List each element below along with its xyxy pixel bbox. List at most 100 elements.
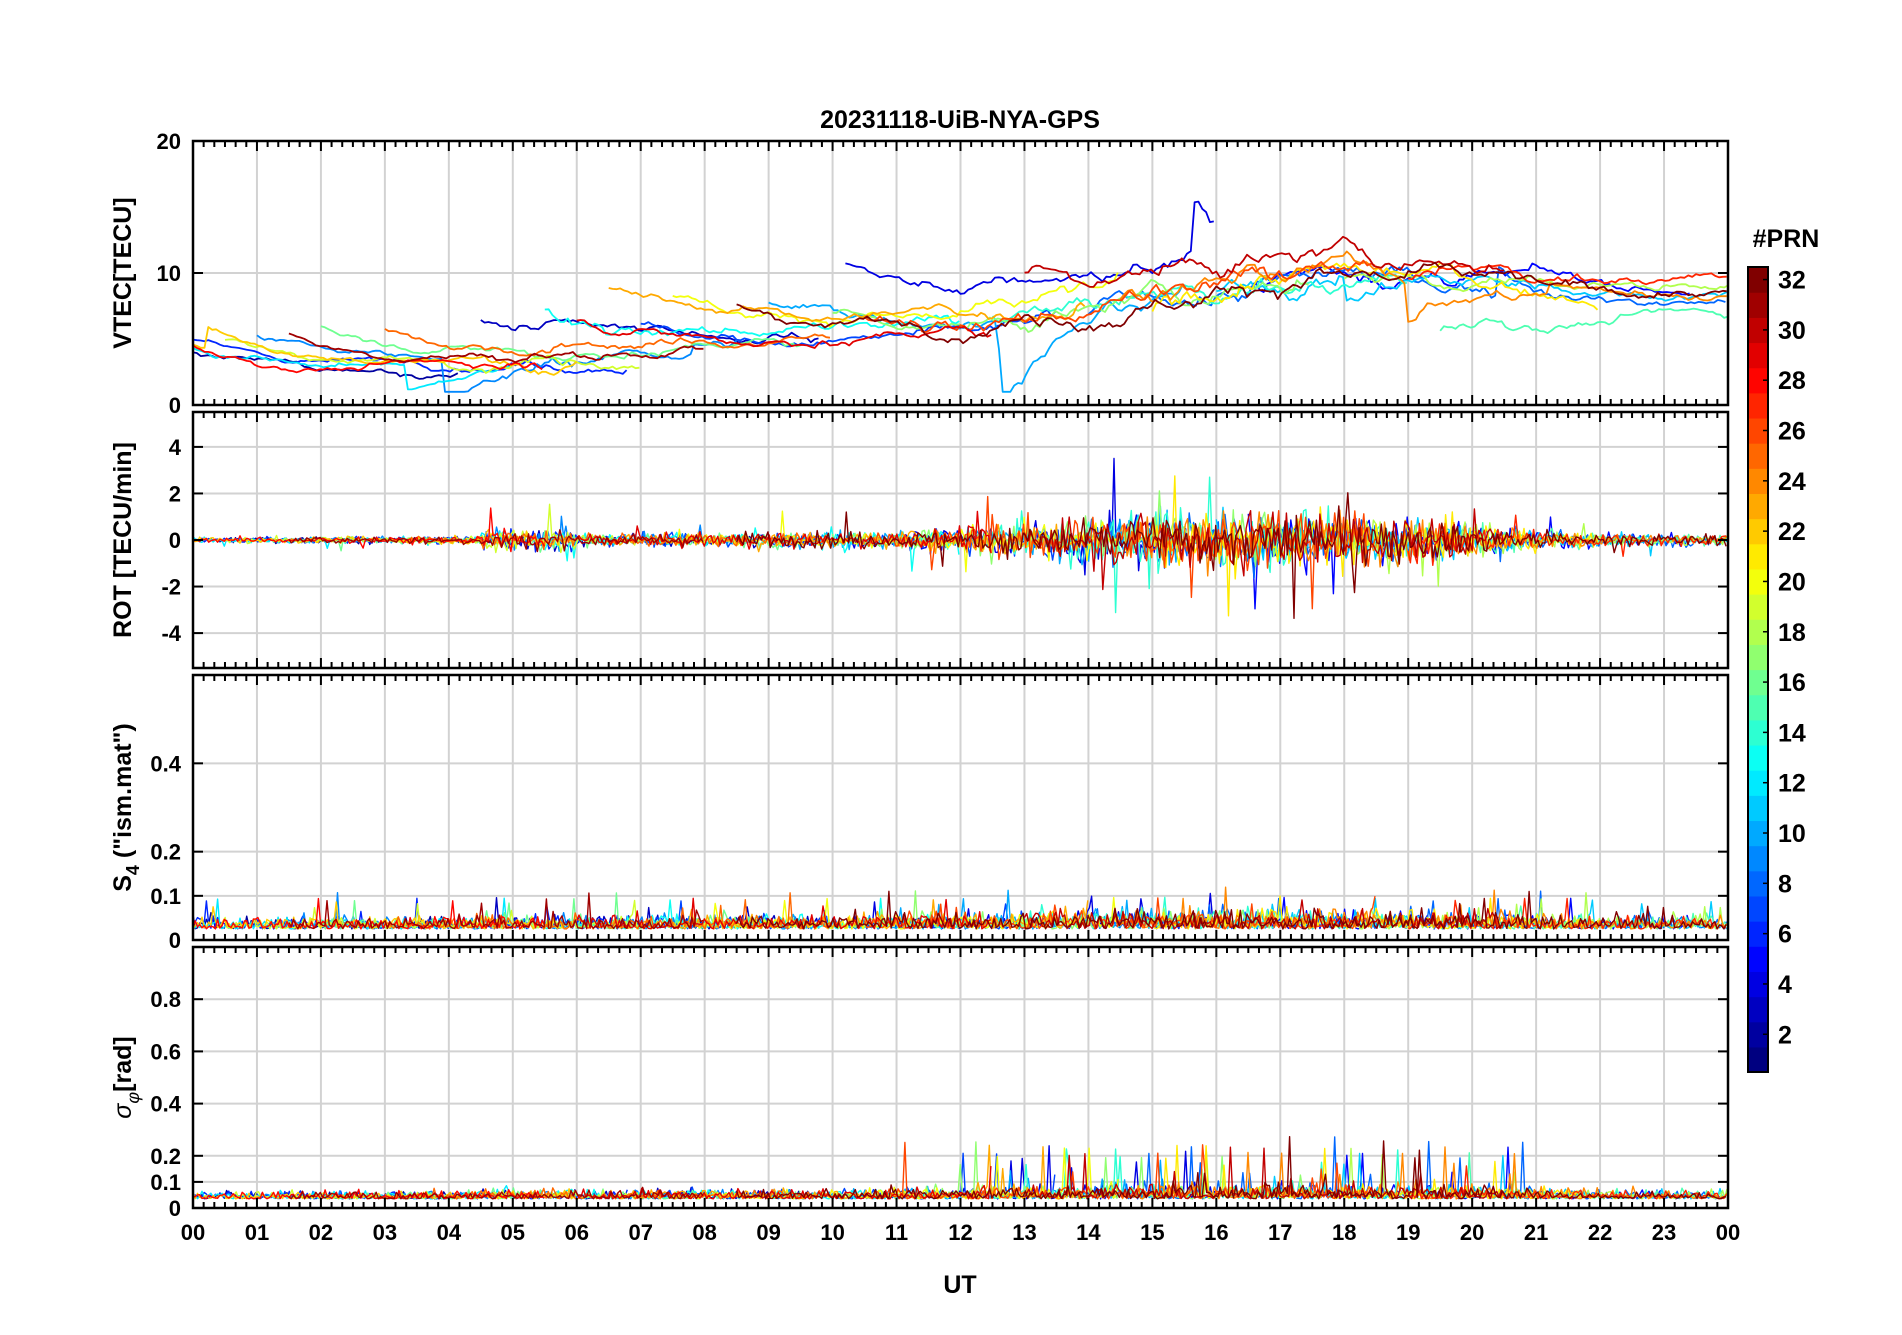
- colorbar-tick-label: 32: [1778, 267, 1806, 295]
- colorbar-label: #PRN: [1753, 225, 1820, 253]
- colorbar-tick-label: 8: [1778, 870, 1792, 898]
- y-tick-label: 0: [169, 1196, 181, 1221]
- x-tick-label: 08: [692, 1220, 716, 1245]
- series-line-sigma-prn-31: [288, 1186, 704, 1200]
- y-tick-label: 10: [157, 261, 181, 286]
- x-tick-label: 22: [1588, 1220, 1612, 1245]
- grid-sigma: [193, 947, 1728, 1208]
- y-tick-label: 0.6: [150, 1039, 181, 1064]
- x-tick-label: 23: [1652, 1220, 1676, 1245]
- y-tick-label: 0.2: [150, 840, 181, 865]
- y-tick-label: 0.4: [150, 751, 181, 776]
- series-line-vtec-prn-28: [193, 344, 543, 374]
- colorbar-tick-label: 2: [1778, 1021, 1792, 1049]
- x-tick-label: 01: [245, 1220, 269, 1245]
- colorbar-step: [1748, 744, 1768, 771]
- series-line-vtec-prn-27: [1408, 264, 1727, 286]
- chart-title: 20231118-UiB-NYA-GPS: [820, 106, 1100, 134]
- series-line-rot-prn-28: [193, 507, 546, 553]
- colorbar-step: [1748, 946, 1768, 972]
- colorbar-tick-label: 14: [1778, 719, 1806, 747]
- series-line-vtec-prn-21: [1151, 262, 1599, 312]
- series-line-s4-prn-23: [608, 899, 1089, 930]
- series-line-rot-prn-31: [288, 529, 704, 553]
- y-tick-label: 0: [169, 928, 181, 953]
- x-axis-label: UT: [943, 1271, 976, 1299]
- colorbar-frame: [1747, 266, 1769, 1073]
- colorbar-tick-label: 30: [1778, 317, 1806, 345]
- colorbar-step: [1748, 468, 1768, 495]
- y-axis-label-vtec: VTEC[TECU]: [109, 197, 137, 348]
- colorbar-step: [1748, 820, 1768, 847]
- series-group-vtec: [193, 200, 1728, 393]
- x-ticks-s4: [192, 675, 1729, 940]
- series-line-vtec-prn-7: [640, 309, 1056, 348]
- series-line-vtec-prn-30: [1024, 235, 1505, 288]
- x-tick-labels: 00 01 02 03 04 05 06 07 08 09 10 11 12 13 14 15 16 17 18 19…: [181, 1220, 1740, 1245]
- x-ticks-vtec: [192, 141, 1729, 405]
- colorbar-step: [1748, 921, 1768, 947]
- y-label-sub: φ: [123, 1092, 143, 1104]
- panel-rot: -4 -2 0 2 4 ROT [TECU/min]: [109, 410, 1730, 670]
- x-tick-label: 04: [437, 1220, 462, 1245]
- x-tick-label: 19: [1396, 1220, 1420, 1245]
- series-line-rot-prn-29: [576, 510, 992, 554]
- series-line-vtec-prn-22: [193, 326, 578, 376]
- colorbar-tick-label: 24: [1778, 468, 1806, 496]
- x-tick-label: 05: [501, 1220, 525, 1245]
- panel-vtec: 0 10 20 VTEC[TECU]: [109, 129, 1730, 418]
- series-line-vtec-prn-29: [576, 319, 992, 349]
- x-tick-label: 10: [820, 1220, 844, 1245]
- colorbar-tick-label: 12: [1778, 770, 1806, 798]
- colorbar-step: [1748, 568, 1768, 595]
- colorbar-tick-label: 28: [1778, 367, 1806, 395]
- y-tick-label: 2: [169, 481, 181, 506]
- y-label-rest: ("ism.mat"): [109, 723, 137, 865]
- x-tick-label: 09: [756, 1220, 780, 1245]
- x-tick-label: 18: [1332, 1220, 1356, 1245]
- y-tick-label: 0.4: [150, 1092, 181, 1117]
- y-tick-label: 4: [169, 435, 182, 460]
- colorbar-step: [1748, 619, 1768, 645]
- x-ticks-sigma: [192, 947, 1729, 1208]
- colorbar-step: [1748, 1046, 1768, 1073]
- series-line-sigma-prn-20: [672, 1147, 1119, 1200]
- colorbar-step: [1748, 392, 1768, 419]
- series-line-vtec-prn-9: [256, 334, 738, 393]
- colorbar-tick-label: 20: [1778, 568, 1806, 596]
- x-ticks-rot: [192, 412, 1729, 668]
- series-line-sigma-prn-28: [193, 1188, 545, 1200]
- series-line-vtec-prn-3: [480, 318, 819, 345]
- panel-s4: 0 0.1 0.2 0.4 S4 ("ism.mat"): [109, 673, 1730, 953]
- colorbar-step: [1748, 971, 1768, 998]
- y-label-main: σ: [109, 1103, 137, 1119]
- colorbar-step: [1748, 669, 1768, 696]
- x-tick-label: 00: [1716, 1220, 1740, 1245]
- colorbar-step: [1748, 644, 1768, 671]
- y-axis-label-s4: S4 ("ism.mat"): [109, 723, 143, 892]
- colorbar-tick-label: 16: [1778, 669, 1806, 697]
- colorbar-step: [1748, 770, 1768, 796]
- series-line-vtec-prn-20: [672, 272, 1119, 328]
- y-axis-label-sigma: σφ[rad]: [109, 1036, 143, 1118]
- colorbar-step: [1748, 996, 1768, 1023]
- series-line-vtec-prn-10: [768, 283, 1184, 393]
- series-line-vtec-prn-24: [1119, 250, 1727, 323]
- colorbar-step: [1748, 493, 1768, 520]
- y-tick-label: 0.2: [150, 1144, 181, 1169]
- y-tick-label: 0: [169, 393, 181, 418]
- series-line-vtec-prn-32: [736, 261, 1727, 345]
- colorbar-step: [1748, 317, 1768, 344]
- colorbar-step: [1748, 518, 1768, 545]
- series-line-vtec-prn-17: [832, 278, 1309, 333]
- series-line-vtec-prn-14: [991, 273, 1408, 323]
- colorbar-step: [1748, 895, 1768, 922]
- colorbar-step: [1748, 443, 1768, 469]
- series-line-sigma-prn-30: [1023, 1146, 1505, 1200]
- y-label-sub: 4: [123, 865, 143, 875]
- x-tick-label: 12: [948, 1220, 972, 1245]
- series-group-rot: [193, 457, 1728, 619]
